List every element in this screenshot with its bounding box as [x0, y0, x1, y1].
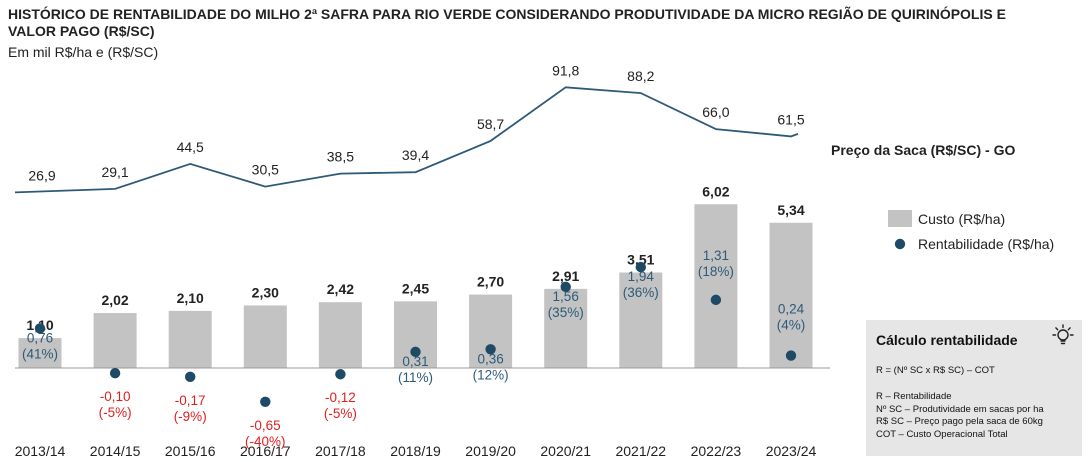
legend-price-label: Preço da Saca (R$/SC) - GO — [831, 142, 1016, 158]
price-label: 26,9 — [28, 167, 55, 183]
calc-box-definitions: R – Rentabilidade Nº SC – Produtividade … — [876, 391, 1072, 441]
x-tick-label: 2015/16 — [165, 443, 216, 459]
legend-cost-label: Custo (R$/ha) — [918, 211, 1005, 227]
rentabilidade-pct-label: (41%) — [22, 346, 58, 361]
rentabilidade-dot — [710, 294, 722, 306]
rentabilidade-label: -0,17 — [175, 393, 206, 408]
cost-bar-label: 3,51 — [627, 252, 654, 268]
rentabilidade-label: 0,36 — [477, 351, 503, 366]
rentabilidade-dot — [635, 261, 646, 273]
cost-bar-label: 2,30 — [252, 284, 279, 300]
cost-bar-label: 2,10 — [177, 290, 204, 306]
rentabilidade-pct-label: (36%) — [623, 285, 659, 300]
rentabilidade-pct-label: (-5%) — [324, 406, 357, 421]
price-label: 29,1 — [101, 164, 128, 180]
cost-bar-label: 6,02 — [702, 183, 729, 199]
cost-bar — [469, 294, 513, 368]
cost-bar — [619, 272, 663, 368]
rentabilidade-label: 1,56 — [553, 289, 579, 304]
cost-bar — [18, 338, 62, 368]
rentabilidade-dot — [109, 368, 121, 379]
cost-bar-label: 2,45 — [402, 280, 429, 296]
rentabilidade-pct-label: (18%) — [698, 264, 734, 279]
x-tick-label: 2021/22 — [615, 443, 666, 459]
rentabilidade-pct-label: (-9%) — [174, 409, 207, 424]
calc-def-item: R – Rentabilidade — [876, 391, 952, 402]
rentabilidade-dot — [260, 396, 271, 407]
legend-cost-swatch — [888, 210, 912, 227]
legend-rent-swatch — [894, 238, 906, 250]
price-label: 38,5 — [327, 149, 354, 165]
rentabilidade-label: 0,76 — [27, 330, 53, 345]
legend-rent-label: Rentabilidade (R$/ha) — [918, 236, 1054, 252]
price-line — [14, 86, 799, 194]
cost-bar — [544, 288, 588, 368]
rentabilidade-dot — [185, 371, 196, 383]
rentabilidade-label: -0,10 — [100, 389, 131, 404]
calc-box-title: Cálculo rentabilidade — [876, 332, 1018, 348]
price-label: 44,5 — [177, 139, 204, 155]
rentabilidade-dot — [410, 346, 421, 358]
rentabilidade-label: 0,24 — [778, 302, 805, 317]
x-tick-label: 2013/14 — [15, 443, 66, 459]
x-tick-label: 2014/15 — [90, 443, 141, 459]
x-tick-label: 2018/19 — [390, 443, 441, 459]
price-label: 61,5 — [777, 111, 804, 127]
calc-box-formula: R = (Nº SC x R$ SC) – COT — [876, 365, 995, 376]
rentabilidade-label: -0,12 — [325, 390, 356, 405]
cost-bar-label: 5,34 — [777, 202, 804, 218]
cost-bar-label: 2,70 — [477, 274, 504, 290]
cost-bar — [243, 305, 287, 368]
x-tick-label: 2016/17 — [240, 443, 291, 459]
rentabilidade-dot — [335, 369, 346, 380]
rentabilidade-label: 1,94 — [628, 269, 655, 284]
x-tick-label: 2019/20 — [465, 443, 516, 459]
rentabilidade-pct-label: (-40%) — [245, 434, 286, 449]
chart-title: HISTÓRICO DE RENTABILIDADE DO MILHO 2ª S… — [8, 6, 1006, 39]
rentabilidade-label: 1,31 — [703, 248, 729, 263]
chart-subtitle: Em mil R$/ha e (R$/SC) — [8, 44, 159, 60]
calc-box: Cálculo rentabilidade R = (Nº SC x R$ SC… — [866, 320, 1082, 456]
calc-def-item: COT – Custo Operacional Total — [876, 428, 1008, 440]
rentabilidade-label: 0,31 — [402, 354, 428, 369]
rentabilidade-pct-label: (-5%) — [99, 405, 132, 420]
price-label: 66,0 — [702, 104, 729, 120]
rentabilidade-dot — [485, 344, 496, 355]
cost-bar — [318, 302, 362, 368]
cost-bar — [168, 310, 212, 368]
cost-bar — [769, 222, 813, 368]
cost-bar — [93, 313, 137, 368]
calc-def-item: Nº SC – Produtividade em sacas por ha — [876, 403, 1044, 415]
rentabilidade-pct-label: (35%) — [548, 305, 584, 320]
price-label: 88,2 — [627, 68, 654, 84]
rentabilidade-dot — [785, 350, 797, 361]
x-tick-label: 2023/24 — [766, 443, 817, 459]
calc-def-item: R$ SC – Preço pago pela saca de 60kg — [876, 416, 1043, 427]
lightbulb-icon — [1052, 324, 1074, 345]
rentabilidade-pct-label: (11%) — [398, 370, 433, 385]
cost-bar-label: 2,91 — [552, 268, 579, 284]
rentabilidade-pct-label: (4%) — [777, 318, 806, 333]
rentabilidade-label: -0,65 — [250, 418, 281, 433]
rentabilidade-dot — [34, 323, 46, 334]
rentabilidade-dot — [560, 281, 571, 293]
price-label: 58,7 — [477, 116, 504, 132]
price-label: 91,8 — [552, 62, 579, 78]
x-tick-label: 2020/21 — [540, 443, 591, 459]
cost-bar — [694, 204, 738, 368]
rentabilidade-pct-label: (12%) — [473, 367, 509, 382]
x-tick-label: 2017/18 — [315, 443, 366, 459]
x-tick-label: 2022/23 — [691, 443, 742, 459]
cost-bar-label: 2,42 — [327, 281, 354, 297]
cost-bar-label: 2,02 — [101, 292, 128, 308]
price-label: 39,4 — [402, 147, 429, 163]
price-label: 30,5 — [252, 162, 279, 178]
